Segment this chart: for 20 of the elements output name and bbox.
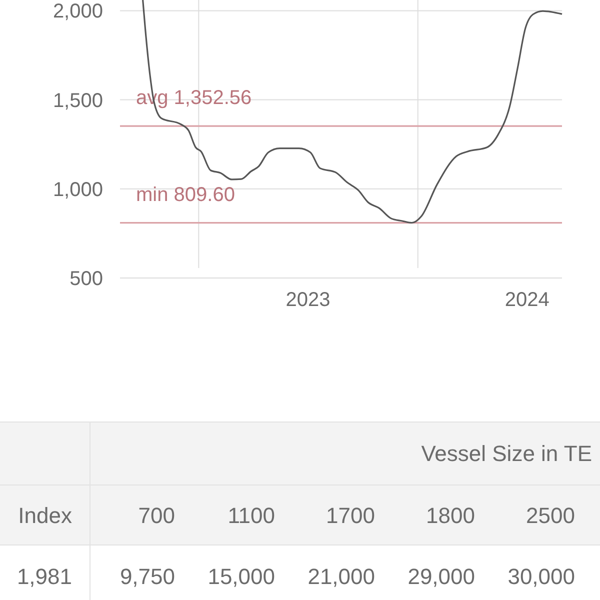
category-label: 1800 [426, 503, 475, 528]
category-label: 2500 [526, 503, 575, 528]
text: 29,000 [408, 564, 475, 589]
text: 21,000 [308, 564, 375, 589]
text: 1,981 [16, 564, 72, 589]
y-tick-label: 500 [70, 268, 103, 290]
category-label: 1700 [326, 503, 375, 528]
category-label: 1100 [228, 503, 275, 528]
ref-line-label: min 809.60 [136, 184, 235, 206]
y-tick-label: 1,500 [52, 90, 103, 112]
x-tick-label: 2023 [286, 289, 330, 311]
y-tick-label: 1,000 [52, 178, 103, 201]
x-tick-label: 2024 [504, 289, 550, 311]
text: 30,000 [508, 564, 575, 589]
text: 15,000 [208, 564, 275, 589]
category-label: 700 [138, 503, 175, 528]
text: Vessel Size in TE [421, 441, 592, 466]
category-label: Index [18, 503, 72, 528]
y-tick-label: 2,000 [52, 0, 103, 23]
text: 9,750 [120, 564, 175, 589]
